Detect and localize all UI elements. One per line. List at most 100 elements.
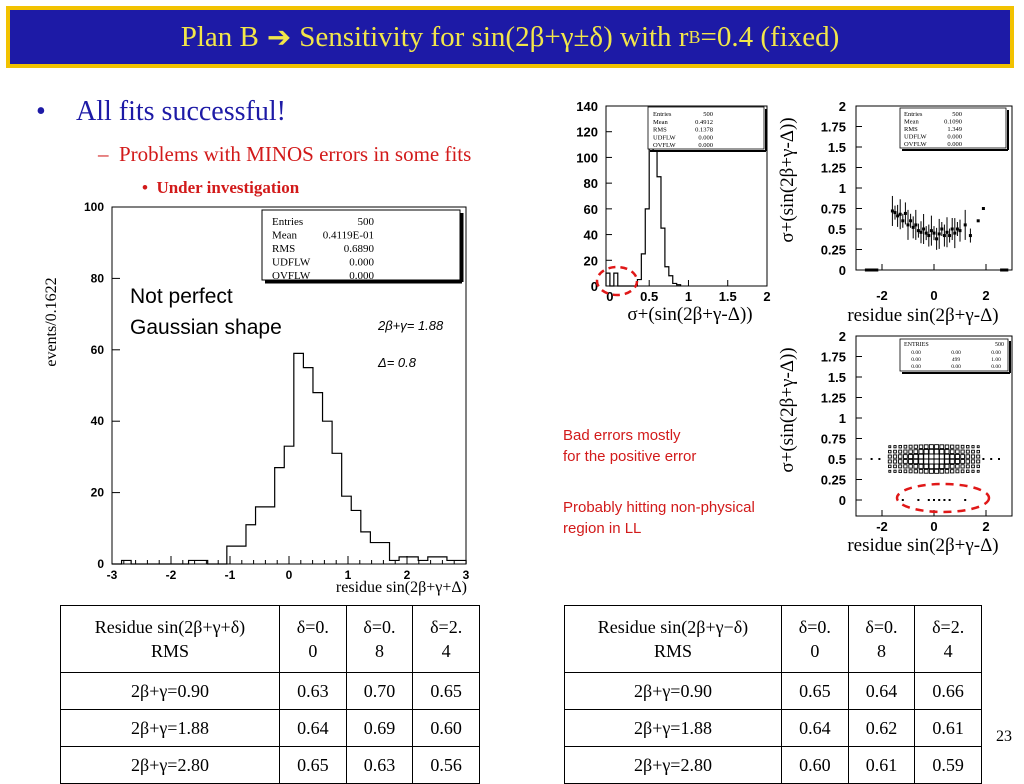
main-xlabel: residue sin(2β+γ+Δ): [336, 579, 467, 596]
stats-key: UDFLW: [272, 257, 311, 269]
box-marker: [960, 449, 965, 454]
y-tick-label: 1.25: [821, 161, 846, 176]
box-marker: [971, 449, 975, 454]
table-row: 2β+γ=1.88 0.64 0.62 0.61: [564, 709, 982, 747]
box-marker: [938, 499, 941, 501]
stats-value: 500: [703, 111, 713, 118]
data-point: [953, 231, 957, 235]
box-marker: [903, 469, 908, 474]
box-marker: [944, 449, 950, 455]
x-tick-label: 0: [286, 568, 293, 582]
data-point: [942, 234, 946, 238]
histogram-bin: [303, 368, 313, 564]
stats-value: 0.000: [947, 134, 962, 141]
data-point: [903, 211, 907, 215]
y-tick-label: 140: [576, 99, 598, 114]
box-marker: [933, 499, 935, 501]
stats-value: 0.000: [947, 141, 962, 148]
box-marker: [948, 499, 951, 501]
box-marker: [913, 449, 919, 454]
box-marker: [976, 445, 980, 449]
box-marker: [888, 469, 892, 473]
box-marker: [923, 463, 929, 469]
table-row: 2β+γ=2.80 0.65 0.63 0.56: [60, 746, 480, 784]
data-point: [1005, 268, 1009, 272]
stats-key: OVFLW: [904, 141, 927, 148]
main-histogram: -3 -2 -1 0 1 2 3 0 20 40 60 80 100 Entries 500 Mean 0.4…: [43, 200, 470, 596]
y-tick-label: 1.5: [828, 370, 846, 385]
data-point: [976, 219, 980, 223]
header-delta: δ=0. 8: [847, 605, 916, 673]
y-tick-label: 1.75: [821, 120, 846, 135]
box-marker: [944, 453, 950, 460]
slide-title: Plan B ➔ Sensitivity for sin(2β+γ±δ) wit…: [6, 6, 1014, 68]
table-row: 2β+γ=1.88 0.64 0.69 0.60: [60, 709, 480, 747]
table-cell: 0.65: [279, 746, 347, 784]
box-marker: [976, 464, 980, 469]
box-marker: [887, 459, 892, 464]
stats-value: 0.00: [911, 350, 921, 356]
box-marker: [955, 444, 960, 449]
data-point: [929, 229, 933, 233]
table-cell: 0.64: [781, 709, 849, 747]
box-marker: [908, 454, 914, 460]
box-marker: [944, 463, 950, 469]
box-marker: [933, 448, 940, 455]
slide-number: 23: [996, 728, 1012, 745]
data-point: [906, 223, 910, 227]
x-tick-label: 2: [404, 568, 411, 582]
note-line2: Gaussian shape: [130, 316, 282, 339]
table-cell: 0.63: [345, 746, 414, 784]
box-marker: [990, 458, 993, 460]
stats-key: UDFLW: [904, 134, 927, 141]
y-tick-label: 1.25: [821, 391, 846, 406]
histogram-outline: [112, 352, 467, 565]
table-cell: 0.62: [847, 709, 916, 747]
box-marker: [934, 468, 940, 474]
sigma-stats-box: Entries 500 Mean 0.4912 RMS 0.1378 UDFLW 0.000 O…: [647, 106, 767, 152]
stats-key: ENTRIES: [904, 342, 929, 348]
box-marker: [901, 499, 904, 501]
box-marker: [903, 464, 908, 469]
box-ylabel: σ+(sin(2β+γ-Δ)): [777, 347, 798, 472]
y-tick-label: 2: [839, 99, 846, 114]
label-gamma: 2β+γ= 1.88: [377, 318, 444, 333]
dash-icon: –: [98, 142, 119, 166]
stats-value: 0.6890: [344, 243, 375, 255]
main-ylabel: events/0.1622: [43, 277, 60, 366]
box-marker: [950, 469, 955, 474]
stats-value: 0.00: [951, 350, 961, 356]
box-marker: [918, 453, 924, 460]
data-point: [867, 268, 871, 272]
histogram-bin: [313, 393, 323, 564]
box-marker: [892, 454, 898, 459]
y-tick-label: 1.5: [828, 140, 846, 155]
box-marker: [960, 464, 965, 469]
stats-key: Mean: [653, 119, 669, 126]
box-marker: [898, 445, 902, 449]
table-cell: 0.60: [412, 709, 480, 747]
histogram-bin: [227, 546, 237, 564]
box-marker: [976, 454, 981, 459]
bullet-level2: – Problems with MINOS errors in some fit…: [98, 142, 471, 167]
table-cell: 0.70: [345, 672, 414, 710]
box-marker: [898, 449, 903, 454]
x-tick-label: 2: [982, 288, 989, 303]
annotation-bad-errors-line1: Bad errors mostly: [563, 427, 681, 444]
data-point: [958, 229, 962, 233]
box-marker: [897, 459, 903, 464]
box-marker: [954, 458, 960, 464]
y-tick-label: 0.5: [828, 222, 846, 237]
box-marker: [903, 449, 908, 454]
box-marker: [943, 499, 946, 501]
box-marker: [939, 449, 945, 455]
box-marker: [949, 458, 955, 465]
stats-value: 0.000: [698, 142, 713, 149]
table-row: 2β+γ=0.90 0.65 0.64 0.66: [564, 672, 982, 710]
histogram-bin: [351, 510, 361, 564]
stats-key: RMS: [272, 243, 295, 255]
box-marker: [944, 444, 950, 449]
data-point: [896, 214, 900, 218]
x-tick-label: -2: [876, 519, 888, 534]
sigma-xlabel: σ+(sin(2β+γ-Δ)): [627, 304, 752, 325]
